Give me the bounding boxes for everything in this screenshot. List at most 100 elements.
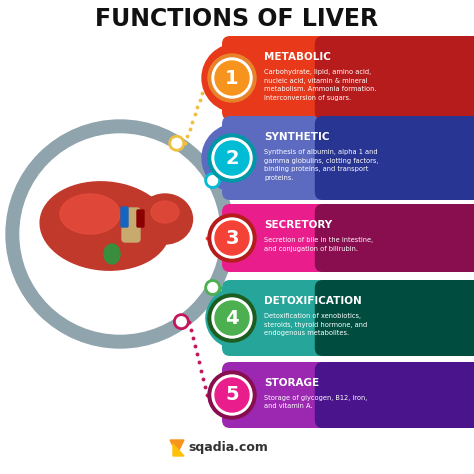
FancyBboxPatch shape bbox=[280, 370, 285, 420]
FancyBboxPatch shape bbox=[400, 124, 405, 192]
FancyBboxPatch shape bbox=[373, 124, 378, 192]
FancyBboxPatch shape bbox=[377, 370, 382, 420]
FancyBboxPatch shape bbox=[412, 124, 417, 192]
FancyBboxPatch shape bbox=[389, 124, 393, 192]
FancyBboxPatch shape bbox=[284, 44, 289, 112]
FancyBboxPatch shape bbox=[419, 44, 424, 112]
FancyBboxPatch shape bbox=[253, 288, 258, 348]
FancyBboxPatch shape bbox=[330, 124, 336, 192]
FancyBboxPatch shape bbox=[315, 212, 320, 264]
FancyBboxPatch shape bbox=[435, 370, 440, 420]
FancyBboxPatch shape bbox=[276, 44, 281, 112]
Ellipse shape bbox=[40, 182, 170, 270]
FancyBboxPatch shape bbox=[315, 124, 320, 192]
Ellipse shape bbox=[137, 194, 192, 244]
FancyBboxPatch shape bbox=[381, 370, 386, 420]
FancyBboxPatch shape bbox=[315, 370, 320, 420]
FancyBboxPatch shape bbox=[443, 370, 447, 420]
Circle shape bbox=[422, 44, 474, 112]
Text: 3: 3 bbox=[225, 228, 239, 247]
FancyBboxPatch shape bbox=[242, 44, 246, 112]
FancyBboxPatch shape bbox=[396, 370, 401, 420]
FancyBboxPatch shape bbox=[315, 44, 320, 112]
FancyBboxPatch shape bbox=[334, 212, 339, 264]
FancyBboxPatch shape bbox=[400, 288, 405, 348]
Circle shape bbox=[206, 173, 219, 188]
FancyBboxPatch shape bbox=[246, 44, 250, 112]
Circle shape bbox=[212, 58, 252, 98]
Text: 2: 2 bbox=[225, 148, 239, 167]
FancyBboxPatch shape bbox=[400, 44, 405, 112]
FancyBboxPatch shape bbox=[269, 288, 273, 348]
FancyBboxPatch shape bbox=[419, 288, 424, 348]
FancyBboxPatch shape bbox=[269, 44, 273, 112]
Text: SECRETORY: SECRETORY bbox=[264, 220, 332, 230]
FancyBboxPatch shape bbox=[300, 288, 304, 348]
Circle shape bbox=[206, 281, 219, 294]
FancyBboxPatch shape bbox=[242, 124, 246, 192]
FancyBboxPatch shape bbox=[454, 124, 459, 192]
FancyBboxPatch shape bbox=[311, 370, 316, 420]
FancyBboxPatch shape bbox=[273, 44, 277, 112]
FancyBboxPatch shape bbox=[435, 288, 440, 348]
FancyBboxPatch shape bbox=[362, 370, 366, 420]
FancyBboxPatch shape bbox=[307, 124, 312, 192]
FancyBboxPatch shape bbox=[280, 124, 285, 192]
FancyBboxPatch shape bbox=[222, 362, 470, 428]
FancyBboxPatch shape bbox=[265, 212, 270, 264]
FancyBboxPatch shape bbox=[276, 212, 281, 264]
FancyBboxPatch shape bbox=[327, 212, 331, 264]
Circle shape bbox=[202, 44, 270, 112]
FancyBboxPatch shape bbox=[431, 212, 436, 264]
FancyBboxPatch shape bbox=[137, 210, 144, 227]
Text: Detoxification of xenobiotics,
steroids, thyroid hormone, and
endogenous metabol: Detoxification of xenobiotics, steroids,… bbox=[264, 313, 367, 336]
FancyBboxPatch shape bbox=[249, 370, 254, 420]
FancyBboxPatch shape bbox=[396, 212, 401, 264]
FancyBboxPatch shape bbox=[439, 44, 444, 112]
FancyBboxPatch shape bbox=[323, 124, 328, 192]
FancyBboxPatch shape bbox=[404, 288, 409, 348]
FancyBboxPatch shape bbox=[315, 362, 474, 428]
FancyBboxPatch shape bbox=[327, 124, 331, 192]
FancyBboxPatch shape bbox=[373, 44, 378, 112]
FancyBboxPatch shape bbox=[381, 288, 386, 348]
FancyBboxPatch shape bbox=[280, 44, 285, 112]
FancyBboxPatch shape bbox=[253, 370, 258, 420]
Ellipse shape bbox=[104, 244, 120, 264]
FancyBboxPatch shape bbox=[253, 124, 258, 192]
FancyBboxPatch shape bbox=[416, 44, 420, 112]
FancyBboxPatch shape bbox=[450, 288, 455, 348]
FancyBboxPatch shape bbox=[330, 288, 336, 348]
FancyBboxPatch shape bbox=[261, 370, 266, 420]
FancyBboxPatch shape bbox=[303, 124, 308, 192]
FancyBboxPatch shape bbox=[246, 124, 250, 192]
Circle shape bbox=[6, 120, 234, 348]
FancyBboxPatch shape bbox=[253, 212, 258, 264]
FancyBboxPatch shape bbox=[280, 212, 285, 264]
FancyBboxPatch shape bbox=[342, 124, 347, 192]
FancyBboxPatch shape bbox=[284, 288, 289, 348]
FancyBboxPatch shape bbox=[224, 364, 241, 426]
FancyBboxPatch shape bbox=[292, 44, 297, 112]
FancyBboxPatch shape bbox=[365, 124, 370, 192]
FancyBboxPatch shape bbox=[238, 288, 243, 348]
Circle shape bbox=[215, 141, 249, 175]
FancyBboxPatch shape bbox=[234, 124, 239, 192]
FancyBboxPatch shape bbox=[323, 288, 328, 348]
FancyBboxPatch shape bbox=[334, 288, 339, 348]
FancyBboxPatch shape bbox=[265, 370, 270, 420]
FancyBboxPatch shape bbox=[404, 44, 409, 112]
FancyBboxPatch shape bbox=[377, 288, 382, 348]
FancyBboxPatch shape bbox=[342, 370, 347, 420]
FancyBboxPatch shape bbox=[431, 124, 436, 192]
FancyBboxPatch shape bbox=[346, 44, 351, 112]
Circle shape bbox=[208, 371, 256, 419]
FancyBboxPatch shape bbox=[338, 44, 343, 112]
FancyBboxPatch shape bbox=[443, 124, 447, 192]
FancyBboxPatch shape bbox=[431, 370, 436, 420]
FancyBboxPatch shape bbox=[342, 212, 347, 264]
FancyBboxPatch shape bbox=[234, 212, 239, 264]
FancyBboxPatch shape bbox=[296, 212, 301, 264]
FancyBboxPatch shape bbox=[315, 36, 474, 120]
FancyBboxPatch shape bbox=[354, 288, 359, 348]
